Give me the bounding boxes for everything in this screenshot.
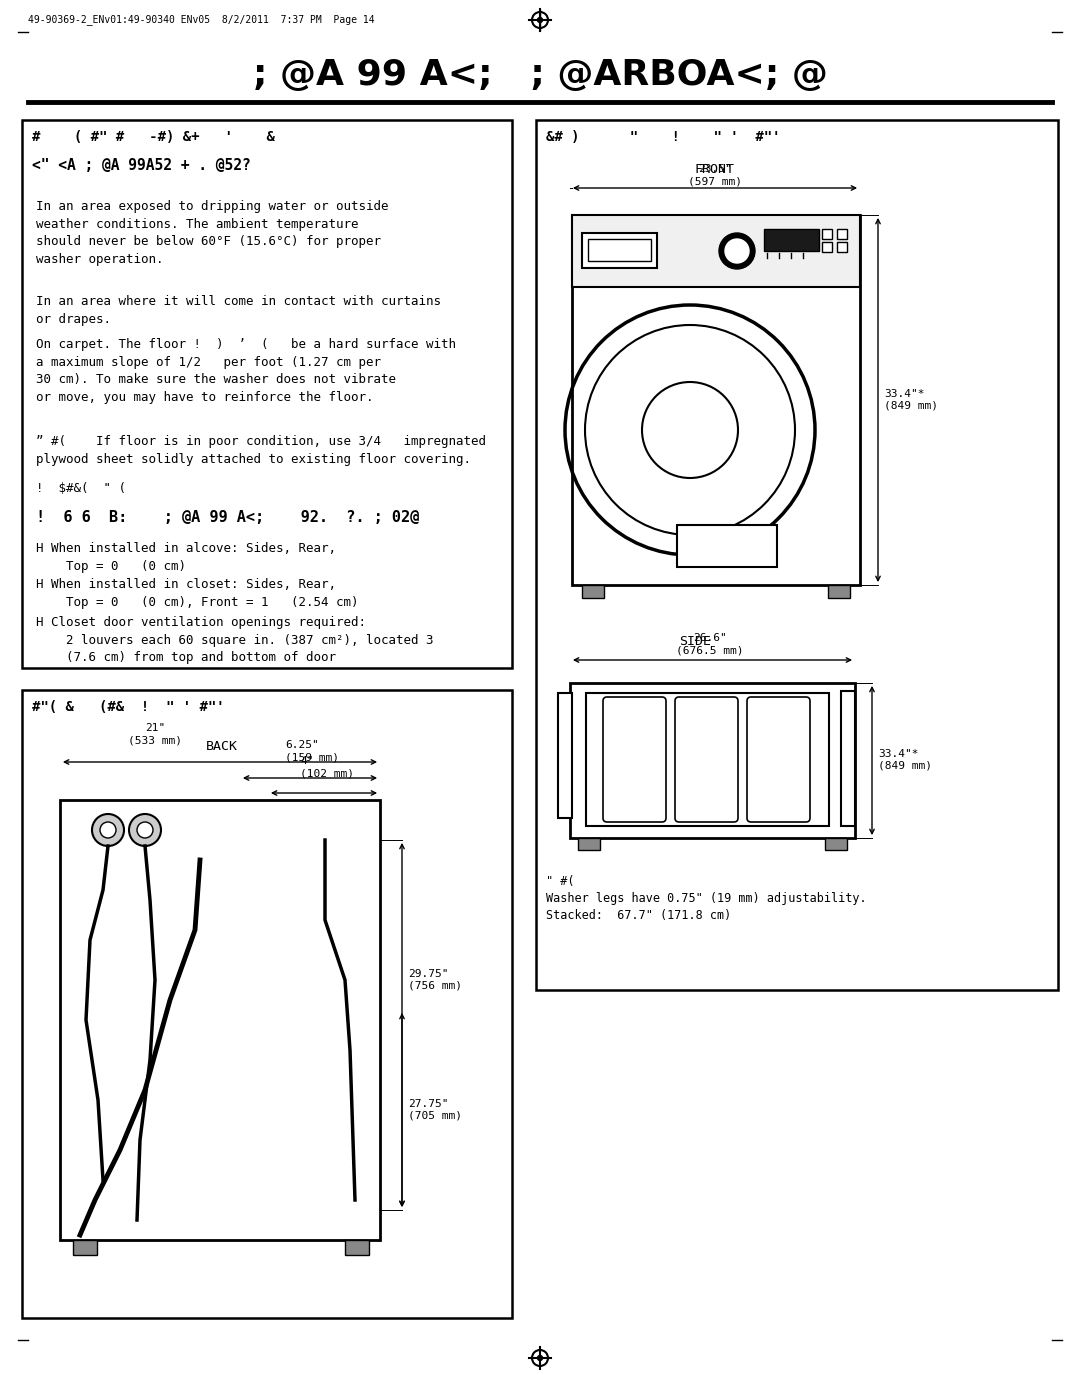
Bar [572,214,860,584]
FancyBboxPatch shape [675,697,738,822]
Text: In an area where it will come in contact with curtains
or drapes.: In an area where it will come in contact… [36,296,441,326]
Text: BACK: BACK [206,740,238,754]
Bar [764,230,819,252]
Text: " #(
Washer legs have 0.75" (19 mm) adjustability.
Stacked:  67.7" (171.8 cm): " #( Washer legs have 0.75" (19 mm) adju… [546,874,866,923]
Bar [828,584,850,598]
Text: &# )      "    !    " '  #"': &# ) " ! " ' #"' [546,131,781,144]
Text: SIDE: SIDE [679,635,711,648]
Bar [841,692,855,826]
Text: FRONT: FRONT [696,164,735,176]
Text: 4"
(102 mm): 4" (102 mm) [300,756,354,778]
FancyBboxPatch shape [603,697,666,822]
Bar [837,242,847,252]
Text: H When installed in alcove: Sides, Rear,
    Top = 0   (0 cm): H When installed in alcove: Sides, Rear,… [36,542,336,572]
Text: In an area exposed to dripping water or outside
weather conditions. The ambient : In an area exposed to dripping water or … [36,199,389,265]
Text: H When installed in closet: Sides, Rear,
    Top = 0   (0 cm), Front = 1   (2.54: H When installed in closet: Sides, Rear,… [36,578,359,609]
Bar [825,837,847,850]
Text: ; @A 99 A<;   ; @ARBOA<; @: ; @A 99 A<; ; @ARBOA<; @ [253,58,827,92]
Text: 29.75"
(756 mm): 29.75" (756 mm) [408,969,462,991]
Text: #"( &   (#&  !  " ' #"': #"( & (#& ! " ' #"' [32,700,225,714]
Text: ” #(    If floor is in poor condition, use 3/4   impregnated
plywood sheet solid: ” #( If floor is in poor condition, use … [36,434,486,466]
Circle shape [129,814,161,846]
Circle shape [538,1356,542,1360]
Text: H Closet door ventilation openings required:
    2 louvers each 60 square in. (3: H Closet door ventilation openings requi… [36,616,433,664]
Text: 23.5"
(597 mm): 23.5" (597 mm) [688,165,742,186]
Text: 26.6"
(676.5 mm): 26.6" (676.5 mm) [676,634,744,654]
Bar [578,837,600,850]
Text: 21"
(533 mm): 21" (533 mm) [129,723,183,745]
Circle shape [100,822,116,837]
Bar [558,693,572,818]
Text: On carpet. The floor !  )  ’  (   be a hard surface with
a maximum slope of 1/2 : On carpet. The floor ! ) ’ ( be a hard s… [36,338,456,403]
Bar [572,214,860,287]
Bar [22,120,512,668]
Circle shape [92,814,124,846]
Bar [572,214,860,287]
Circle shape [719,232,755,270]
Text: !  6 6  B:    ; @A 99 A<;    92.  ?. ; 02@: ! 6 6 B: ; @A 99 A<; 92. ?. ; 02@ [36,510,419,525]
Bar [582,232,657,268]
Text: 33.4"*
(849 mm): 33.4"* (849 mm) [885,389,939,411]
Bar [822,242,832,252]
Bar [837,230,847,239]
Bar [536,120,1058,990]
Text: <" <A ; @A 99A52 + . @52?: <" <A ; @A 99A52 + . @52? [32,158,251,173]
Text: 27.75"
(705 mm): 27.75" (705 mm) [408,1099,462,1121]
Bar [677,525,777,566]
Bar [582,584,604,598]
FancyBboxPatch shape [747,697,810,822]
Text: #    ( #" #   -#) &+   '    &: # ( #" # -#) &+ ' & [32,131,275,144]
Bar [570,683,855,837]
Bar [60,800,380,1240]
Text: !  $#&(  " (: ! $#&( " ( [36,483,126,495]
Bar [586,693,829,826]
Text: 49-90369-2_ENv01:49-90340 ENv05  8/2/2011  7:37 PM  Page 14: 49-90369-2_ENv01:49-90340 ENv05 8/2/2011… [28,14,375,25]
Circle shape [137,822,153,837]
Text: 6.25"
(159 mm): 6.25" (159 mm) [285,740,339,762]
Text: 33.4"*
(849 mm): 33.4"* (849 mm) [878,749,932,771]
Bar [822,230,832,239]
Circle shape [725,239,750,263]
Bar [73,1240,97,1255]
Bar [22,690,512,1319]
Bar [588,239,651,261]
Bar [345,1240,369,1255]
Circle shape [538,18,542,22]
